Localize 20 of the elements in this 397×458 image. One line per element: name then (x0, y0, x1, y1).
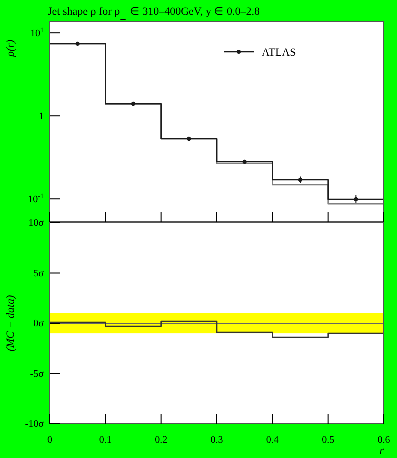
y-tick-label: 5σ (34, 268, 45, 280)
y-tick-label: 1 (39, 111, 44, 122)
y-axis-title: (MC − data) (5, 295, 17, 352)
x-tick-label: 0.4 (266, 435, 279, 446)
x-tick-label: 0.1 (99, 435, 112, 446)
x-axis-title: r (380, 445, 385, 457)
y-tick-label: -10σ (25, 419, 45, 430)
y-axis-title: ρ(r) (5, 40, 17, 58)
legend-label: ATLAS (262, 46, 296, 59)
y-tick-label: 10$^{-1}$ (28, 192, 44, 206)
chart-title: Jet shape ρ for p$_{⊥}$ ∈ 310–400GeV, y ∈ 0.0–2.8 (48, 6, 260, 22)
x-tick-label: 0.6 (378, 435, 390, 446)
x-tick-label: 0.3 (210, 435, 224, 446)
y-tick-label: -5σ (30, 368, 45, 380)
x-tick-label: 0.5 (322, 435, 335, 446)
y-tick-label: 0σ (34, 318, 45, 330)
x-tick-label: 0.2 (155, 435, 168, 446)
x-tick-label: 0 (48, 435, 52, 446)
y-tick-label: 10$^{1}$ (30, 26, 44, 40)
y-tick-label: 10σ (28, 218, 45, 230)
